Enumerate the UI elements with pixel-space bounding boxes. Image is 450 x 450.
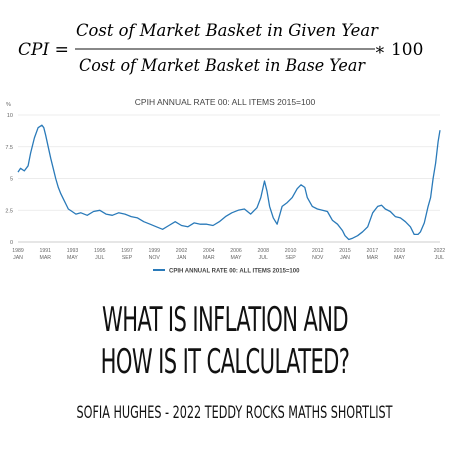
x-tick-year: 2017 [367, 248, 379, 254]
x-tick-month: SEP [122, 255, 133, 261]
x-tick-year: 2022 [434, 248, 446, 254]
x-tick-year: 2006 [230, 248, 242, 254]
byline: SOFIA HUGHES - 2022 TEDDY ROCKS MATHS SH… [76, 403, 393, 423]
legend-label: CPIH ANNUAL RATE 00: ALL ITEMS 2015=100 [169, 269, 300, 275]
x-tick-year: 2002 [176, 248, 188, 254]
x-tick-month: SEP [285, 255, 296, 261]
series-line [17, 124, 441, 241]
y-tick-label: 2.5 [5, 208, 13, 214]
x-tick-year: 1997 [121, 248, 133, 254]
y-tick-label: 5 [10, 177, 13, 183]
y-tick-label: 0 [10, 240, 13, 246]
headline-line-2: HOW IS IT CALCULATED? [100, 342, 350, 382]
x-tick-month: MAY [231, 255, 242, 261]
x-tick-year: 2008 [258, 248, 270, 254]
x-tick-year: 2010 [285, 248, 297, 254]
x-tick-month: JUL [95, 255, 104, 261]
formula-multiplier: ∗ 100 [374, 40, 423, 60]
x-tick-year: 1995 [94, 248, 106, 254]
x-tick-year: 2012 [312, 248, 324, 254]
cpih-chart: CPIH ANNUAL RATE 00: ALL ITEMS 2015=100 … [5, 97, 445, 275]
y-axis-label: % [6, 102, 11, 108]
x-tick-month: NOV [149, 255, 161, 261]
x-tick-month: MAY [394, 255, 405, 261]
x-axis-ticks: 1989JAN1991MAR1993MAY1995JUL1997SEP1999N… [12, 248, 445, 261]
x-tick-year: 1999 [148, 248, 160, 254]
formula-denominator: Cost of Market Basket in Base Year [79, 56, 366, 76]
x-tick-year: 2004 [203, 248, 215, 254]
chart-series [17, 124, 441, 241]
chart-legend: CPIH ANNUAL RATE 00: ALL ITEMS 2015=100 [153, 269, 300, 275]
x-tick-month: MAR [40, 255, 52, 261]
formula-numerator: Cost of Market Basket in Given Year [76, 21, 379, 41]
x-tick-year: 2019 [394, 248, 406, 254]
cpi-formula: CPI = Cost of Market Basket in Given Yea… [18, 21, 423, 76]
x-tick-year: 1991 [40, 248, 52, 254]
x-tick-month: JAN [177, 255, 187, 261]
chart-gridlines [18, 114, 440, 243]
x-tick-month: JAN [13, 255, 23, 261]
x-tick-month: JAN [340, 255, 350, 261]
x-tick-month: NOV [312, 255, 324, 261]
x-tick-year: 1993 [67, 248, 79, 254]
y-axis-ticks: 0 2.5 5 7.5 10 [5, 113, 13, 246]
y-tick-label: 7.5 [5, 145, 13, 151]
x-tick-year: 2015 [339, 248, 351, 254]
formula-lhs: CPI = [18, 40, 69, 60]
chart-title: CPIH ANNUAL RATE 00: ALL ITEMS 2015=100 [135, 97, 316, 107]
x-tick-month: MAR [203, 255, 215, 261]
x-tick-month: JUL [435, 255, 444, 261]
x-tick-month: MAY [67, 255, 78, 261]
x-tick-year: 1989 [12, 248, 24, 254]
x-tick-month: JUL [259, 255, 268, 261]
headline-line-1: WHAT IS INFLATION AND [101, 300, 349, 340]
x-tick-month: MAR [367, 255, 379, 261]
y-tick-label: 10 [7, 113, 13, 119]
